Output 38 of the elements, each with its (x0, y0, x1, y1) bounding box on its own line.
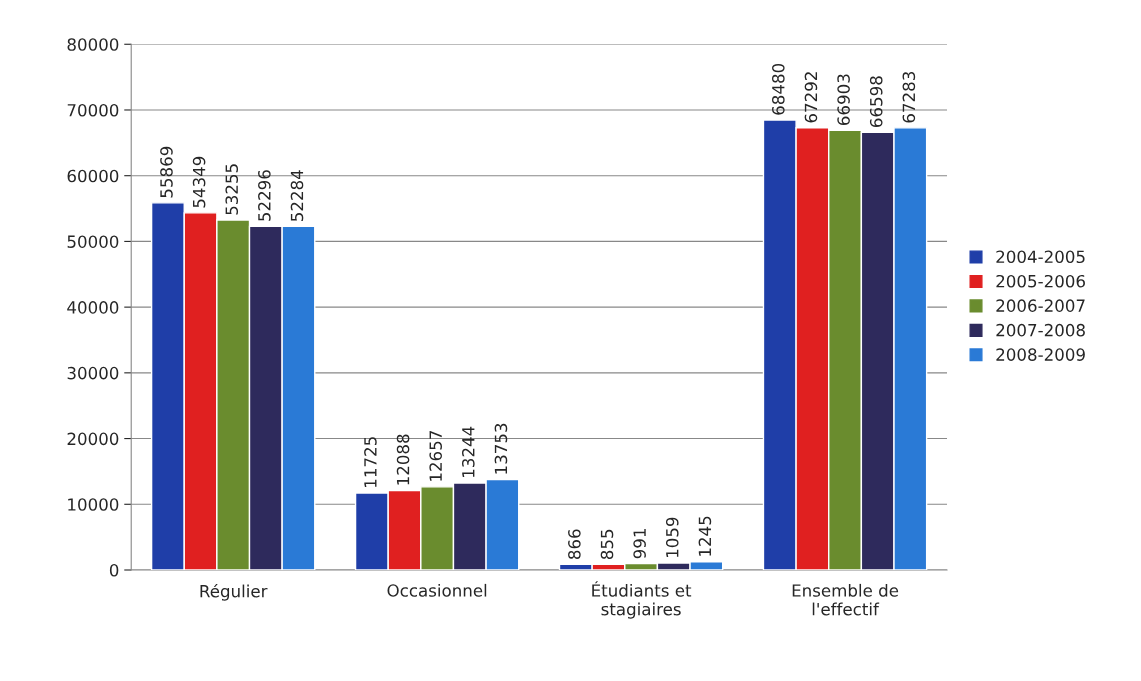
data-label: 1245 (698, 516, 712, 556)
data-label: 1059 (665, 517, 679, 558)
data-label: 13244 (462, 426, 475, 477)
data-label: 67283 (902, 71, 916, 123)
data-label: 11725 (364, 437, 377, 487)
data-label: 66903 (837, 74, 850, 125)
data-label: 991 (633, 529, 646, 559)
data-label: 12657 (429, 431, 442, 481)
data-label: 52296 (258, 170, 271, 221)
data-label: 68480 (772, 63, 785, 115)
data-label: 55869 (160, 146, 173, 198)
legend-label: 2004-2005 (996, 250, 1085, 264)
legend-label: 2008-2009 (996, 348, 1085, 361)
data-label: 67292 (804, 72, 818, 123)
x-tick-label: Étudiants et stagiaires (592, 581, 692, 619)
data-label: 12088 (396, 434, 410, 485)
legend-label: 2007-2008 (996, 323, 1085, 337)
data-label: 66598 (869, 76, 883, 128)
data-label: 855 (600, 529, 614, 560)
x-tick-label: Occasionnel (387, 583, 487, 597)
y-tick-label: 80000 (67, 38, 119, 51)
data-label: 866 (568, 529, 581, 560)
data-label: 13753 (494, 423, 508, 474)
y-tick-label: 60000 (67, 169, 119, 183)
y-tick-label: 50000 (67, 235, 119, 248)
y-tick-label: 0 (109, 563, 119, 577)
y-tick-label: 10000 (68, 498, 119, 511)
data-label: 52284 (290, 170, 304, 221)
y-tick-label: 40000 (67, 301, 119, 314)
x-tick-label: Ensemble de l'effectif (792, 583, 899, 616)
data-label: 53255 (225, 164, 239, 215)
y-tick-label: 70000 (67, 103, 119, 117)
y-tick-label: 30000 (67, 366, 119, 380)
y-tick-label: 20000 (67, 432, 119, 446)
legend-label: 2005-2006 (996, 274, 1085, 288)
x-tick-label: Régulier (200, 583, 268, 601)
legend-label: 2006-2007 (996, 299, 1085, 312)
data-label: 54349 (192, 156, 206, 208)
